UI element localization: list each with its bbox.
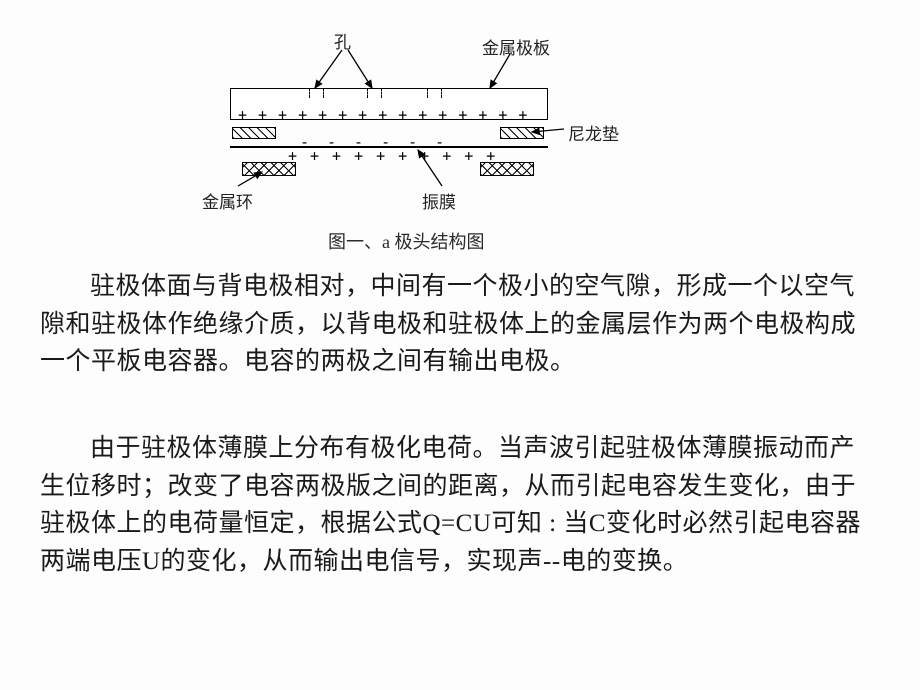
label-membrane: 振膜 [422, 188, 456, 213]
figure-caption: 图一、a 极头结构图 [328, 228, 485, 254]
nylon-pad-right [500, 127, 544, 139]
label-nylon-pad: 尼龙垫 [568, 120, 619, 145]
paragraph-1-text: 驻极体面与背电极相对，中间有一个极小的空气隙，形成一个以空气隙和驻极体作绝缘介质… [40, 273, 856, 375]
metal-ring-left [242, 162, 296, 176]
label-metal-plate: 金属极板 [482, 34, 550, 59]
paragraph-2: 由于驻极体薄膜上分布有极化电荷。当声波引起驻极体薄膜振动而产生位移时；改变了电容… [40, 430, 880, 580]
charge-plus-top: +++++++++++++++ [238, 106, 538, 124]
metal-ring-right [480, 162, 534, 176]
charge-plus-bottom: ++++++++++ [288, 147, 508, 165]
label-metal-ring: 金属环 [202, 188, 253, 213]
paragraph-2-text: 由于驻极体薄膜上分布有极化电荷。当声波引起驻极体薄膜振动而产生位移时；改变了电容… [40, 435, 861, 575]
nylon-pad-left [232, 127, 276, 139]
label-hole: 孔 [334, 28, 351, 53]
paragraph-1: 驻极体面与背电极相对，中间有一个极小的空气隙，形成一个以空气隙和驻极体作绝缘介质… [40, 268, 880, 381]
electret-structure-diagram: 孔 金属极板 尼龙垫 金属环 振膜 +++++++++++++++ -- [180, 28, 740, 228]
